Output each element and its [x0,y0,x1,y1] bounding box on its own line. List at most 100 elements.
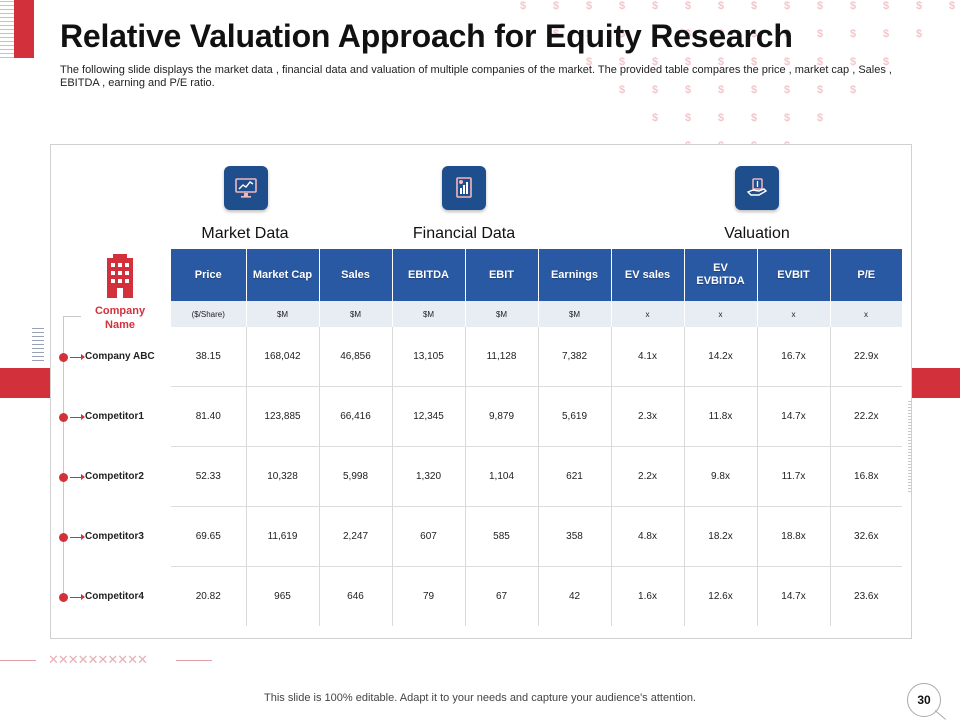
table-cell: 621 [538,446,612,507]
row-label: Competitor2 [85,471,144,482]
unit-cell: $M [392,301,466,327]
unit-cell: ($/Share) [171,301,247,327]
building-icon [104,254,136,303]
table-cell: 1,320 [392,446,466,507]
table-cell: 11,619 [246,506,320,567]
footer-decor-line [176,660,212,661]
unit-cell: x [830,301,903,327]
row-arrow-icon [70,534,85,540]
table-cell: 22.2x [830,386,902,447]
table-cell: 12.6x [684,566,758,626]
unit-cell: $M [538,301,612,327]
table-cell: 18.8x [757,506,831,567]
table-cell: 14.2x [684,327,758,387]
accent-band-right [904,368,960,398]
unit-cell: x [757,301,831,327]
table-cell: 32.6x [830,506,902,567]
accent-band-left [0,368,50,398]
table-cell: 10,328 [246,446,320,507]
row-arrow-icon [70,474,85,480]
table-cell: 358 [538,506,612,567]
unit-cell: $M [319,301,393,327]
section-title-market: Market Data [201,225,289,242]
table-row: 81.40 123,885 66,416 12,345 9,879 5,619 2.3x 11… [171,386,902,447]
row-label: Competitor3 [85,531,144,542]
table-cell: 5,619 [538,386,612,447]
table-cell: 22.9x [830,327,902,387]
unit-cell: $M [465,301,539,327]
table-row: 52.33 10,328 5,998 1,320 1,104 621 2.2x 9.8x 11.… [171,446,902,507]
row-arrow-icon [70,594,85,600]
column-header: EVBIT [757,249,831,301]
table-cell: 69.65 [171,506,247,567]
table-row: 38.15 168,042 46,856 13,105 11,128 7,382 4.1x 1… [171,327,902,387]
table-cell: 46,856 [319,327,393,387]
page-subtitle: The following slide displays the market … [60,64,892,89]
column-header: EV EVBITDA [684,249,758,301]
table-cell: 23.6x [854,591,879,602]
row-label: Competitor4 [85,591,144,602]
row-bullet-dot [59,593,68,602]
unit-cell: $M [246,301,320,327]
table-cell: 11.8x [684,386,758,447]
page-title: Relative Valuation Approach for Equity R… [60,18,793,54]
units-row: ($/Share) $M $M $M $M $M x x x x [171,301,903,327]
table-cell: 585 [465,506,539,567]
company-name-label: Company Name [94,305,146,331]
column-header: EBIT [465,249,539,301]
table-cell: 12,345 [392,386,466,447]
table-cell: 168,042 [246,327,320,387]
table-cell: 14.7x [757,566,831,626]
table-cell: 52.33 [171,446,247,507]
table-cell: 2,247 [319,506,393,567]
table-cell: 20.82 [171,566,247,626]
section-title-financial: Financial Data [412,225,516,242]
table-cell: 2.2x [611,446,685,507]
column-header: Market Cap [246,249,320,301]
table-cell: 67 [465,566,539,626]
footer-decor-line [0,660,36,661]
table-cell: 13,105 [392,327,466,387]
row-bullet-dot [59,533,68,542]
unit-cell: x [684,301,758,327]
table-cell: 646 [319,566,393,626]
table-cell: 79 [392,566,466,626]
table-cell: 4.1x [611,327,685,387]
row-arrow-icon [70,414,85,420]
table-cell: 965 [246,566,320,626]
section-title-valuation: Valuation [724,225,790,242]
row-label: Company ABC [85,351,155,362]
column-header: Sales [319,249,393,301]
table-cell: 66,416 [319,386,393,447]
column-header: EBITDA [392,249,466,301]
table-cell: 123,885 [246,386,320,447]
table-cell: 9.8x [684,446,758,507]
table-cell: 5,998 [319,446,393,507]
footer-x-pattern: ✕✕✕✕✕✕✕✕✕✕ [48,652,148,667]
hand-coins-icon [735,166,779,210]
table-cell: 18.2x [684,506,758,567]
table-cell: 38.15 [171,327,247,387]
table-cell: 42 [538,566,612,626]
row-bullet-dot [59,353,68,362]
column-header: Earnings [538,249,612,301]
column-header: EV sales [611,249,685,301]
page-number-tail [934,710,947,720]
table-cell: 1,104 [465,446,539,507]
table-cell: 16.7x [757,327,831,387]
table-cell: 2.3x [611,386,685,447]
row-label: Competitor1 [85,411,144,422]
monitor-chart-icon [224,166,268,210]
table-cell: 9,879 [465,386,539,447]
row-bullet-dot [59,413,68,422]
unit-cell: x [611,301,685,327]
table-row: 69.65 11,619 2,247 607 585 358 4.8x 18.2x 18.8x 3… [171,506,902,567]
table-cell: 11.7x [757,446,831,507]
table-cell: 14.7x [757,386,831,447]
table-cell: 11,128 [465,327,539,387]
column-header: P/E [830,249,902,301]
decorative-lines [0,0,14,58]
footer-note: This slide is 100% editable. Adapt it to… [264,692,696,704]
row-arrow-icon [70,354,85,360]
decorative-ticks [32,325,44,361]
